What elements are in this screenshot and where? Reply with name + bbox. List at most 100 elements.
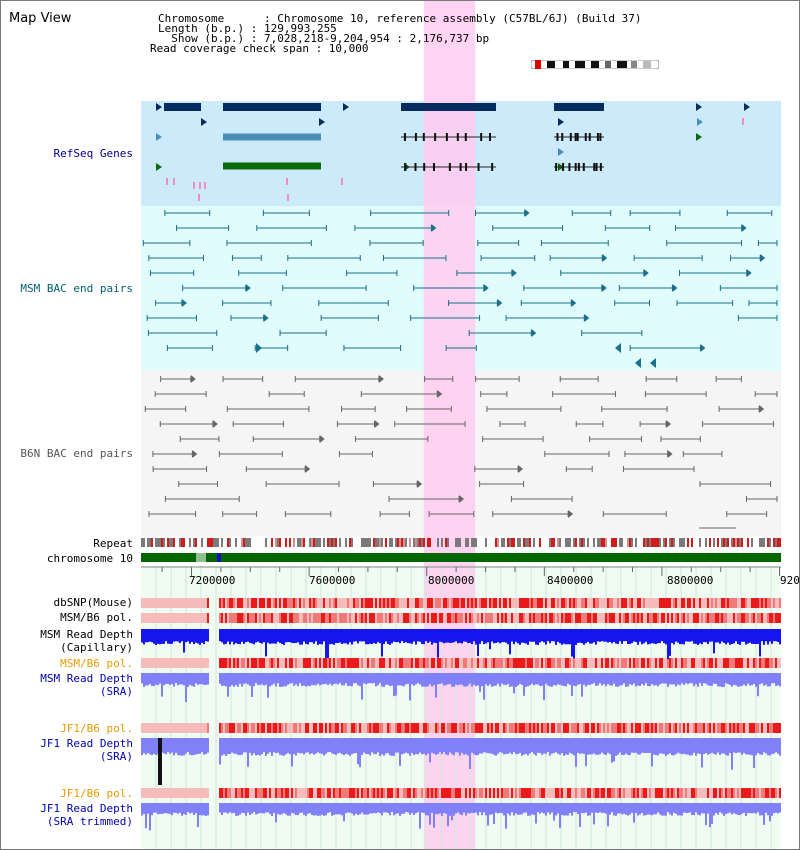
b6n-bac-track-label[interactable]: B6N BAC end pairs bbox=[20, 447, 133, 460]
jf1-b6-pol-bar-2 bbox=[233, 788, 235, 798]
msm-depth-sra-bar bbox=[723, 673, 725, 687]
refseq-track-label[interactable]: RefSeq Genes bbox=[53, 147, 133, 160]
msm-b6-pol-bar bbox=[651, 613, 653, 623]
jf1-depth-trim-bar bbox=[729, 803, 731, 813]
jf1-b6-pol-bar bbox=[467, 723, 469, 733]
msm-depth-sra-bar bbox=[693, 673, 695, 687]
msm-depth-capillary-bar bbox=[279, 629, 281, 643]
jf1-b6-pol-bar bbox=[167, 723, 169, 733]
strand-arrow bbox=[558, 118, 564, 126]
msm-bac-track-label[interactable]: MSM BAC end pairs bbox=[20, 282, 133, 295]
msm-depth-capillary-bar bbox=[765, 629, 767, 642]
dbsnp-bar bbox=[321, 598, 323, 608]
jf1-depth-sra-bar bbox=[521, 738, 523, 756]
jf1-b6-pol-bar-2 bbox=[761, 788, 763, 798]
jf1-b6-pol-bar-2 bbox=[599, 788, 601, 798]
jf1-b6-pol-bar bbox=[165, 723, 167, 733]
jf1-depth-trim-bar bbox=[663, 803, 665, 816]
dbsnp-bar bbox=[585, 598, 587, 608]
msm-depth-sra-bar bbox=[355, 673, 357, 684]
exon-mark bbox=[404, 163, 407, 171]
chromosome-ideogram[interactable] bbox=[530, 54, 660, 70]
msm-depth-capillary-bar bbox=[243, 629, 245, 644]
msm-depth-sra-bar bbox=[545, 673, 547, 684]
exon-mark bbox=[434, 133, 437, 141]
dbsnp-bar bbox=[375, 598, 377, 608]
jf1-depth-sra-bar bbox=[185, 738, 187, 754]
jf1-b6-pol-bar bbox=[309, 723, 311, 733]
msm-depth-sra-bar bbox=[401, 673, 403, 686]
msm-bac-pair-arrow bbox=[672, 284, 678, 292]
dbsnp-bar bbox=[225, 598, 227, 608]
repeat-mark bbox=[151, 538, 153, 547]
jf1-depth-sra-bar bbox=[601, 738, 603, 753]
jf1-b6-pol-bar-2 bbox=[681, 788, 683, 798]
msm-b6-pol-bar-2 bbox=[595, 658, 597, 668]
msm-depth-sra-bar bbox=[297, 673, 299, 687]
jf1-b6-pol-bar-2 bbox=[399, 788, 401, 798]
jf1-b6-pol-bar-2 bbox=[359, 788, 361, 798]
msm-b6-pol-bar-2 bbox=[253, 658, 255, 668]
jf1-depth-trim-bar bbox=[279, 803, 281, 815]
jf1-depth-sra-bar bbox=[613, 738, 615, 762]
dbsnp-track-label[interactable]: dbSNP(Mouse) bbox=[53, 596, 133, 609]
jf1-depth-sra-bar bbox=[179, 738, 181, 756]
jf1-depth-sra-bar bbox=[169, 738, 171, 754]
dbsnp-bar bbox=[685, 598, 687, 608]
msm-b6-pol-bar bbox=[365, 613, 367, 623]
msm-depth-sra-label[interactable]: MSM Read Depth bbox=[40, 672, 133, 685]
repeat-mark bbox=[551, 538, 553, 547]
repeat-mark bbox=[243, 538, 245, 547]
dbsnp-bar bbox=[493, 598, 495, 608]
jf1-b6-pol-bar-2 bbox=[577, 788, 579, 798]
msm-b6-pol-bar-2 bbox=[761, 658, 763, 668]
jf1-b6-pol-bar bbox=[731, 723, 733, 733]
dbsnp-bar bbox=[463, 598, 465, 608]
msm-depth-sra-bar bbox=[183, 673, 185, 686]
jf1-b6-pol-bar bbox=[653, 723, 655, 733]
msm-depth-capillary-label[interactable]: MSM Read Depth bbox=[40, 628, 133, 641]
msm-b6-pol-label[interactable]: MSM/B6 pol. bbox=[60, 611, 133, 624]
msm-b6-pol-bar-2 bbox=[203, 658, 205, 668]
jf1-b6-pol-label-2[interactable]: JF1/B6 pol. bbox=[60, 787, 133, 800]
repeat-mark bbox=[593, 538, 595, 547]
msm-depth-capillary-bar bbox=[507, 629, 509, 645]
dbsnp-bar bbox=[605, 598, 607, 608]
jf1-depth-trim-label[interactable]: JF1 Read Depth bbox=[40, 802, 133, 815]
msm-depth-capillary-bar bbox=[707, 629, 709, 645]
dbsnp-bar bbox=[395, 598, 397, 608]
exon-mark bbox=[432, 163, 435, 171]
jf1-b6-pol-bar bbox=[559, 723, 561, 733]
jf1-b6-pol-bar-2 bbox=[397, 788, 399, 798]
msm-depth-capillary-bar bbox=[375, 629, 377, 644]
jf1-depth-trim-bar bbox=[483, 803, 485, 813]
msm-depth-capillary-bar bbox=[361, 629, 363, 642]
msm-b6-pol-bar-2 bbox=[775, 658, 777, 668]
jf1-depth-sra-bar bbox=[483, 738, 485, 753]
msm-b6-pol-bar bbox=[541, 613, 543, 623]
msm-b6-pol-bar-2 bbox=[671, 658, 673, 668]
msm-depth-capillary-bar bbox=[645, 629, 647, 642]
msm-b6-pol-bar bbox=[459, 613, 461, 623]
jf1-depth-trim-bar bbox=[399, 803, 401, 816]
jf1-b6-pol-bar-2 bbox=[563, 788, 565, 798]
jf1-b6-pol-label[interactable]: JF1/B6 pol. bbox=[60, 722, 133, 735]
chromosome-marker bbox=[217, 553, 221, 562]
jf1-depth-trim-bar bbox=[507, 803, 509, 814]
jf1-b6-pol-bar bbox=[365, 723, 367, 733]
msm-b6-pol-bar-2 bbox=[751, 658, 753, 668]
jf1-depth-sra-label[interactable]: JF1 Read Depth bbox=[40, 737, 133, 750]
msm-b6-pol-bar-2 bbox=[227, 658, 229, 668]
dbsnp-bar bbox=[339, 598, 341, 608]
jf1-depth-sra-bar bbox=[359, 738, 361, 768]
msm-depth-sra-bar bbox=[715, 673, 717, 684]
msm-b6-pol-label-2[interactable]: MSM/B6 pol. bbox=[60, 657, 133, 670]
jf1-b6-pol-bar bbox=[763, 723, 765, 733]
msm-depth-capillary-bar bbox=[717, 629, 719, 643]
msm-bac-pair-arrow bbox=[741, 224, 747, 232]
repeat-mark bbox=[627, 538, 629, 547]
msm-depth-sra-bar bbox=[599, 673, 601, 684]
msm-depth-capillary-bar bbox=[325, 629, 327, 659]
jf1-b6-pol-bar bbox=[581, 723, 583, 733]
